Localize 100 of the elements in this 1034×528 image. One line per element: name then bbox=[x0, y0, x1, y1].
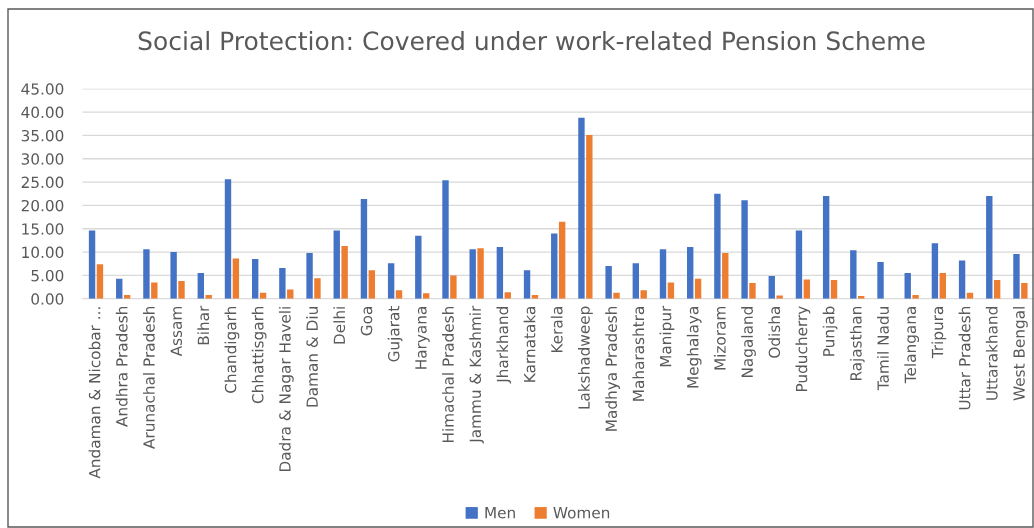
legend-label: Men bbox=[485, 507, 515, 519]
bar bbox=[1013, 253, 1020, 299]
x-tick-label: Chhattisgarh bbox=[251, 306, 267, 404]
x-tick-label: Lakshadweep bbox=[578, 306, 593, 409]
bar bbox=[143, 249, 150, 299]
x-tick-label: Punjab bbox=[822, 306, 838, 356]
bar bbox=[749, 282, 756, 299]
bar bbox=[931, 243, 939, 299]
x-tick-label: Haryana bbox=[415, 307, 430, 369]
bar bbox=[877, 261, 884, 299]
x-tick-label: Goa bbox=[360, 307, 373, 336]
x-tick-label: Uttarakhand bbox=[985, 307, 998, 400]
x-tick-label: Tripura bbox=[931, 307, 947, 359]
bar bbox=[850, 250, 857, 299]
bar bbox=[523, 270, 531, 299]
x-tick-label: Andaman & Nicobar ... bbox=[88, 307, 101, 479]
bar bbox=[986, 196, 993, 299]
y-tick-label: 20.00 bbox=[21, 199, 64, 212]
bar bbox=[551, 233, 558, 299]
bar bbox=[904, 273, 911, 299]
bar bbox=[586, 134, 593, 299]
bar bbox=[360, 198, 368, 299]
bar bbox=[88, 230, 96, 299]
bar bbox=[224, 179, 232, 299]
bar bbox=[496, 246, 504, 299]
x-tick-label: Karnataka bbox=[523, 307, 536, 382]
x-tick-label: Telangana bbox=[904, 307, 920, 384]
y-tick-label: 0.00 bbox=[31, 293, 64, 305]
y-tick-label: 45.00 bbox=[21, 83, 64, 95]
bar bbox=[415, 235, 422, 299]
bar bbox=[251, 259, 259, 299]
x-tick-label: Puducherry bbox=[795, 306, 811, 392]
bar bbox=[96, 264, 104, 299]
bar bbox=[368, 270, 376, 299]
x-tick-label: Odisha bbox=[768, 307, 781, 358]
bar bbox=[151, 282, 158, 299]
x-tick-label: West Bengal bbox=[1013, 307, 1028, 401]
bar bbox=[442, 180, 449, 299]
x-tick-label: Dadra & Nagar Haveli bbox=[278, 307, 294, 472]
legend-label: Women bbox=[553, 507, 610, 519]
x-tick-label: Assam bbox=[170, 306, 182, 357]
bar bbox=[795, 230, 803, 299]
x-tick-label: Mizoram bbox=[713, 306, 726, 370]
x-tick-label: Kerala bbox=[550, 307, 563, 353]
bar bbox=[632, 263, 640, 299]
x-tick-label: Arunachal Pradesh bbox=[142, 306, 155, 449]
bar bbox=[178, 281, 185, 299]
bar bbox=[333, 230, 340, 299]
chart-title: Social Protection: Covered under work-related Pension Scheme bbox=[138, 30, 925, 51]
y-tick-label: 10.00 bbox=[22, 246, 64, 259]
x-tick-label: Uttar Pradesh bbox=[958, 306, 971, 410]
x-tick-label: Madhya Pradesh bbox=[605, 306, 620, 431]
bar bbox=[605, 266, 612, 299]
x-tick-label: Andhra Pradesh bbox=[115, 306, 128, 427]
x-tick-label: Daman & Diu bbox=[306, 307, 318, 407]
bar bbox=[776, 295, 783, 299]
bar bbox=[768, 275, 775, 299]
x-tick-label: Nagaland bbox=[741, 307, 756, 378]
bar bbox=[341, 246, 348, 299]
y-tick-label: 5.00 bbox=[31, 269, 64, 282]
bar bbox=[558, 221, 566, 299]
x-tick-label: Delhi bbox=[333, 307, 346, 344]
bar bbox=[314, 278, 321, 299]
x-tick-label: Jammu & Kashmir bbox=[469, 305, 484, 444]
y-tick-label: 25.00 bbox=[21, 176, 64, 189]
bar bbox=[714, 193, 721, 299]
bar bbox=[722, 253, 729, 299]
bar bbox=[197, 273, 204, 299]
bar bbox=[450, 275, 457, 299]
bar bbox=[279, 267, 286, 299]
x-tick-label: Meghalaya bbox=[686, 307, 702, 388]
y-tick-label: 35.00 bbox=[21, 129, 64, 142]
bar bbox=[687, 246, 694, 299]
y-tick-label: 15.00 bbox=[22, 223, 64, 235]
x-tick-label: Maharashtra bbox=[632, 307, 645, 401]
bar bbox=[306, 253, 313, 299]
bar bbox=[667, 282, 675, 299]
x-tick-label: Bihar bbox=[197, 305, 210, 345]
bar bbox=[469, 249, 476, 299]
x-tick-label: Manipur bbox=[659, 305, 675, 367]
bar bbox=[741, 200, 748, 299]
bar bbox=[477, 248, 484, 299]
bar bbox=[939, 273, 946, 299]
bar bbox=[232, 258, 240, 299]
bar bbox=[613, 292, 620, 299]
bar bbox=[993, 280, 1001, 299]
x-tick-label: Himachal Pradesh bbox=[442, 306, 454, 443]
bar bbox=[387, 263, 395, 299]
y-tick-label: 40.00 bbox=[21, 106, 64, 119]
x-tick-label: Jharkhand bbox=[496, 307, 512, 384]
bar bbox=[659, 249, 667, 299]
bar bbox=[170, 252, 177, 299]
bar bbox=[958, 260, 966, 299]
bar bbox=[1021, 282, 1028, 299]
y-tick-label: 30.00 bbox=[21, 153, 64, 165]
x-tick-label: Gujarat bbox=[387, 306, 403, 362]
x-tick-label: Tamil Nadu bbox=[877, 307, 889, 391]
x-tick-label: Rajasthan bbox=[849, 306, 865, 381]
x-tick-label: Chandigarh bbox=[224, 306, 240, 393]
bar bbox=[830, 280, 838, 299]
